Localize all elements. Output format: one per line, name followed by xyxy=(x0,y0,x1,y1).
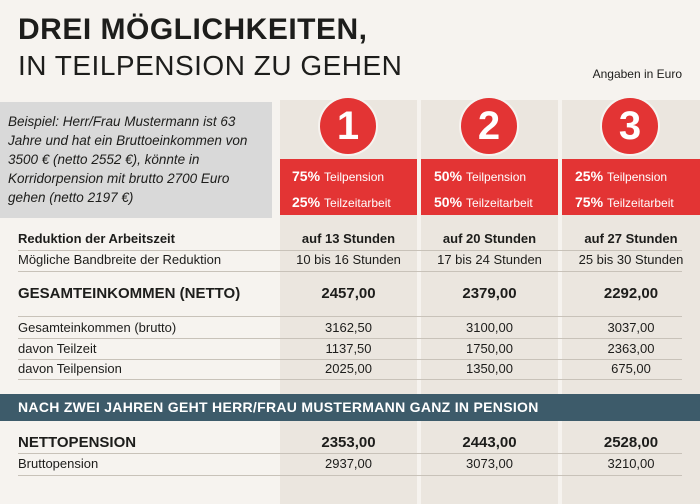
row-value: 2937,00 xyxy=(325,456,372,471)
row-value: 25 bis 30 Stunden xyxy=(578,252,684,267)
row-label: davon Teilzeit xyxy=(18,341,97,356)
option-1-work: 25% Teilzeitarbeit xyxy=(292,194,391,210)
row-value: auf 20 Stunden xyxy=(442,231,537,246)
row-value: 10 bis 16 Stunden xyxy=(296,252,401,267)
pension-banner: NACH ZWEI JAHREN GEHT HERR/FRAU MUSTERMA… xyxy=(0,394,700,421)
row-value: 1137,50 xyxy=(325,341,372,356)
row-value: 2292,00 xyxy=(603,285,659,302)
row-divider xyxy=(18,475,682,476)
row-value: 1350,00 xyxy=(466,361,513,376)
row-label: GESAMTEINKOMMEN (NETTO) xyxy=(18,285,241,302)
option-number-3: 3 xyxy=(602,98,658,154)
option-2-pension: 50% Teilpension xyxy=(434,168,527,184)
option-band-3 xyxy=(562,159,700,215)
row-value: 3100,00 xyxy=(466,320,513,335)
example-text: Beispiel: Herr/Frau Mustermann ist 63 Ja… xyxy=(8,114,248,205)
row-label: davon Teilpension xyxy=(18,361,122,376)
row-value: 1750,00 xyxy=(466,341,513,356)
row-divider xyxy=(18,338,682,339)
row-divider xyxy=(18,271,682,272)
unit-note: Angaben in Euro xyxy=(592,67,682,81)
row-value: 2528,00 xyxy=(603,434,659,451)
row-divider xyxy=(18,316,682,317)
row-value: 3210,00 xyxy=(607,456,655,471)
option-number-1: 1 xyxy=(320,98,376,154)
option-number-2: 2 xyxy=(461,98,517,154)
row-divider xyxy=(18,453,682,454)
row-label: Mögliche Bandbreite der Reduktion xyxy=(18,252,222,267)
row-value: 3037,00 xyxy=(607,320,655,335)
row-value: 17 bis 24 Stunden xyxy=(437,252,542,267)
row-value: 2353,00 xyxy=(321,434,376,451)
row-divider xyxy=(18,379,682,380)
row-label: NETTOPENSION xyxy=(18,434,137,451)
page-subtitle: IN TEILPENSION ZU GEHEN xyxy=(18,50,403,81)
option-band-1 xyxy=(280,159,417,215)
row-value: auf 27 Stunden xyxy=(584,231,678,246)
row-value: 2443,00 xyxy=(462,434,517,451)
page-title: DREI MÖGLICHKEITEN, xyxy=(18,13,368,46)
row-value: 2025,00 xyxy=(325,361,372,376)
row-label: Gesamteinkommen (brutto) xyxy=(18,320,177,335)
option-3-work: 75% Teilzeitarbeit xyxy=(575,194,674,210)
row-value: 2457,00 xyxy=(321,285,376,302)
row-label: Reduktion der Arbeitszeit xyxy=(18,231,175,246)
option-1-pension: 75% Teilpension xyxy=(292,168,385,184)
row-value: 675,00 xyxy=(611,361,651,376)
row-value: 2379,00 xyxy=(462,285,517,302)
option-band-2 xyxy=(421,159,558,215)
row-value: 3162,50 xyxy=(325,320,372,335)
row-divider xyxy=(18,250,682,251)
example-box xyxy=(0,102,272,218)
option-2-work: 50% Teilzeitarbeit xyxy=(434,194,533,210)
row-value: auf 13 Stunden xyxy=(301,231,396,246)
row-value: 2363,00 xyxy=(607,341,655,356)
option-3-pension: 25% Teilpension xyxy=(575,168,668,184)
row-value: 3073,00 xyxy=(466,456,513,471)
row-label: Bruttopension xyxy=(18,456,99,471)
row-divider xyxy=(18,359,682,360)
